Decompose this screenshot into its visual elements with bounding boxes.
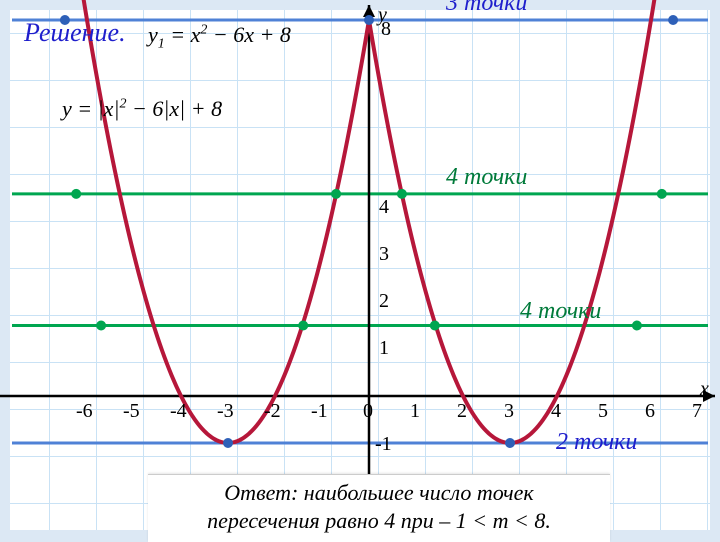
x-tick: -3 xyxy=(217,400,234,423)
intersection-count-label: 3 точки xyxy=(446,0,527,17)
y-tick: -1 xyxy=(375,433,392,456)
x-tick: 5 xyxy=(598,400,608,423)
answer-line2a: пересечения равно 4 при – 1 < xyxy=(207,508,492,533)
x-tick: 0 xyxy=(363,400,373,423)
x-tick: -1 xyxy=(311,400,328,423)
x-tick: 1 xyxy=(410,400,420,423)
x-tick: 3 xyxy=(504,400,514,423)
x-tick: 6 xyxy=(645,400,655,423)
intersection-count-label: 2 точки xyxy=(556,429,637,456)
equation-2: y = |x|2 − 6|x| + 8 xyxy=(62,96,222,122)
intersection-count-label: 4 точки xyxy=(520,298,601,325)
y-tick: 3 xyxy=(379,243,389,266)
answer-box: Ответ: наибольшее число точек пересечени… xyxy=(148,474,610,542)
y-tick: 2 xyxy=(379,290,389,313)
answer-line1: Ответ: наибольшее число точек xyxy=(224,480,533,505)
x-tick: 2 xyxy=(457,400,467,423)
y-tick: 8 xyxy=(381,18,391,41)
answer-var: m xyxy=(493,508,509,533)
intersection-count-label: 4 точки xyxy=(446,164,527,191)
y-tick: 1 xyxy=(379,337,389,360)
x-tick: -5 xyxy=(123,400,140,423)
x-axis-label: x xyxy=(700,378,709,401)
y-tick: 4 xyxy=(379,196,389,219)
x-tick: -6 xyxy=(76,400,93,423)
equation-1: y1 = x2 − 6x + 8 xyxy=(148,22,291,52)
x-tick: 4 xyxy=(551,400,561,423)
x-tick: 7 xyxy=(692,400,702,423)
x-tick: -2 xyxy=(264,400,281,423)
x-tick: -4 xyxy=(170,400,187,423)
answer-line2b: < 8. xyxy=(508,508,550,533)
solution-title: Решение. xyxy=(24,18,126,48)
text-layer: Решение. y1 = x2 − 6x + 8 y = |x|2 − 6|x… xyxy=(0,0,720,540)
